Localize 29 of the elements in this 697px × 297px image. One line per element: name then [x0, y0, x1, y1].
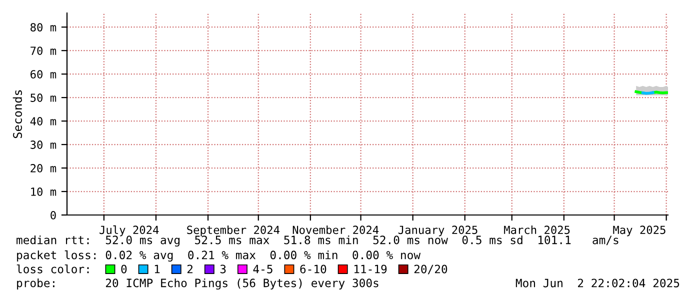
- text: packet loss: 0.02 % avg 0.21 % max 0.00 % min 0.00 % now: [17, 250, 421, 262]
- legend-label: 0: [121, 264, 127, 274]
- y-tick-label: 0: [50, 211, 56, 220]
- x-tick-label: November 2024: [292, 225, 379, 234]
- legend-label: 1: [154, 264, 160, 274]
- legend-label: 3: [220, 264, 226, 274]
- x-tick-label: January 2025: [398, 226, 478, 236]
- y-tick-label: 60 m: [30, 70, 56, 78]
- y-tick-label: 20 m: [30, 164, 56, 172]
- legend-label: 6-10: [300, 264, 326, 274]
- legend-label: 2: [187, 264, 192, 274]
- x-tick-label: September 2024: [187, 225, 280, 236]
- x-tick-label: May 2025: [613, 226, 666, 236]
- text: Mon Jun 2 22:02:04 2025: [516, 278, 680, 288]
- y-tick-label: 40 m: [30, 117, 56, 126]
- text: loss color:: [16, 264, 89, 274]
- text: median rtt: 52.0 ms avg 52.5 ms max 51.8 ms min 52.0 ms now 0.5 ms sd 101.1 am/s: [16, 235, 618, 247]
- y-tick-label: 50 m: [30, 94, 56, 102]
- legend-label: 20/20: [414, 264, 448, 274]
- y-tick-label: 80 m: [30, 23, 56, 32]
- legend-label: 11-19: [354, 264, 387, 274]
- x-tick-label: July 2024: [100, 225, 159, 236]
- legend-label: 4-5: [253, 264, 272, 274]
- y-tick-label: 70 m: [30, 46, 56, 55]
- y-tick-label: 30 m: [30, 140, 56, 149]
- y-axis-title: Seconds: [12, 90, 22, 138]
- y-tick-label: 10 m: [31, 188, 56, 196]
- text: probe: 20 ICMP Echo Pings (56 Bytes) every 300s: [17, 278, 378, 290]
- x-tick-label: March 2025: [504, 225, 570, 234]
